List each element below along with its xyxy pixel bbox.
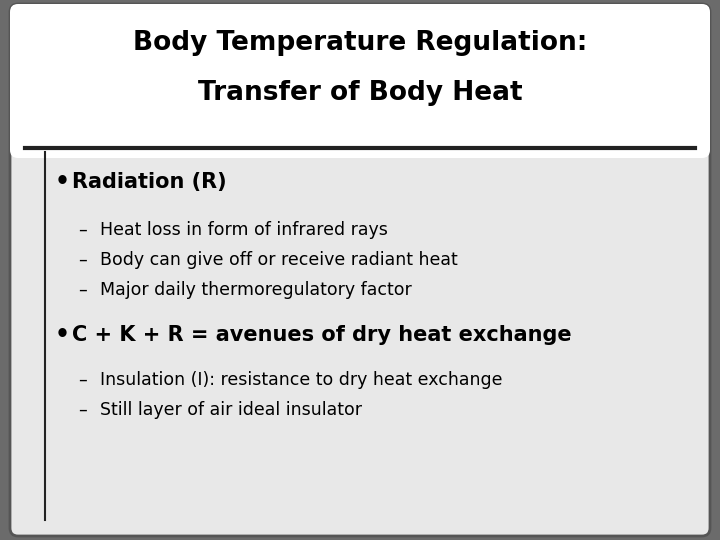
Text: Insulation (I): resistance to dry heat exchange: Insulation (I): resistance to dry heat e…	[100, 371, 503, 389]
Text: •: •	[55, 170, 70, 194]
Text: Heat loss in form of infrared rays: Heat loss in form of infrared rays	[100, 221, 388, 239]
Text: Still layer of air ideal insulator: Still layer of air ideal insulator	[100, 401, 362, 419]
Text: –: –	[78, 221, 86, 239]
Text: –: –	[78, 401, 86, 419]
Text: Body Temperature Regulation:: Body Temperature Regulation:	[132, 30, 588, 56]
Text: Body can give off or receive radiant heat: Body can give off or receive radiant hea…	[100, 251, 458, 269]
Text: –: –	[78, 251, 86, 269]
Text: C + K + R = avenues of dry heat exchange: C + K + R = avenues of dry heat exchange	[72, 325, 572, 345]
Bar	[18, 12, 702, 150]
Text: Transfer of Body Heat: Transfer of Body Heat	[198, 80, 522, 106]
Text: •: •	[55, 323, 70, 347]
Text: –: –	[78, 281, 86, 299]
FancyBboxPatch shape	[10, 4, 710, 536]
Text: –: –	[78, 371, 86, 389]
Text: Major daily thermoregulatory factor: Major daily thermoregulatory factor	[100, 281, 412, 299]
Text: Radiation (R): Radiation (R)	[72, 172, 227, 192]
FancyBboxPatch shape	[10, 4, 710, 158]
